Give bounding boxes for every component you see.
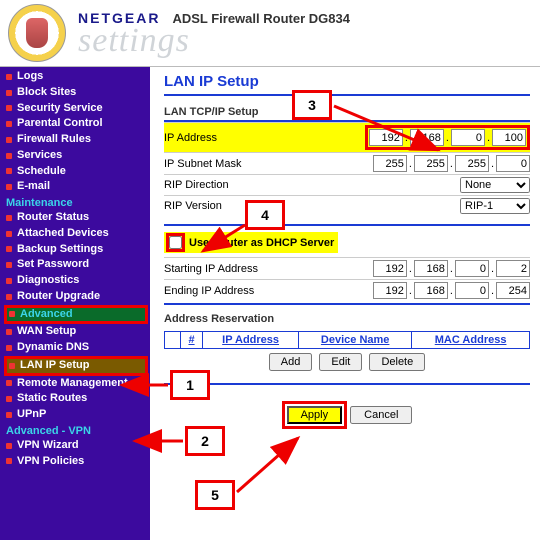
octet-input[interactable] xyxy=(373,260,407,277)
col-num[interactable]: # xyxy=(181,332,203,349)
rip-ver-row: RIP Version RIP-1 xyxy=(164,195,530,216)
sidebar-item[interactable]: WAN Setup xyxy=(4,324,148,340)
rip-dir-row: RIP Direction None xyxy=(164,174,530,195)
col-ip[interactable]: IP Address xyxy=(203,332,299,349)
sidebar-item[interactable]: VPN Policies xyxy=(4,454,148,470)
sidebar-item[interactable]: Schedule xyxy=(4,164,148,180)
sidebar-item[interactable]: Router Status xyxy=(4,210,148,226)
header: NETGEAR ADSL Firewall Router DG834 setti… xyxy=(0,0,540,67)
cancel-button[interactable]: Cancel xyxy=(350,406,412,424)
sidebar-item[interactable]: Security Service xyxy=(4,101,148,117)
dhcp-start-label: Starting IP Address xyxy=(164,263,258,275)
octet-input[interactable] xyxy=(410,129,444,146)
sidebar-item[interactable]: VPN Wizard xyxy=(4,438,148,454)
subnet-input[interactable]: ... xyxy=(373,155,530,172)
dhcp-label: Use Router as DHCP Server xyxy=(189,237,334,249)
apply-cancel-row: Apply Cancel xyxy=(164,401,530,429)
ip-label: IP Address xyxy=(164,132,217,144)
model: ADSL Firewall Router DG834 xyxy=(172,11,349,26)
col-mac[interactable]: MAC Address xyxy=(412,332,530,349)
callout-1: 1 xyxy=(170,370,210,400)
dhcp-start-input[interactable]: ... xyxy=(373,260,530,277)
col-device[interactable]: Device Name xyxy=(299,332,412,349)
sidebar-section: Advanced - VPN xyxy=(4,423,148,438)
sidebar-item[interactable]: LAN IP Setup xyxy=(4,356,148,376)
octet-input[interactable] xyxy=(496,282,530,299)
edit-button[interactable]: Edit xyxy=(319,353,362,371)
ip-address-input[interactable]: ... xyxy=(365,125,530,150)
octet-input[interactable] xyxy=(414,260,448,277)
rip-dir-select[interactable]: None xyxy=(460,177,530,193)
dhcp-end-row: Ending IP Address ... xyxy=(164,279,530,305)
sidebar-item[interactable]: Backup Settings xyxy=(4,242,148,258)
rip-ver-label: RIP Version xyxy=(164,200,222,212)
callout-3: 3 xyxy=(292,90,332,120)
sidebar-item[interactable]: Dynamic DNS xyxy=(4,340,148,356)
sidebar-item[interactable]: Diagnostics xyxy=(4,273,148,289)
reservation-heading: Address Reservation xyxy=(164,313,530,327)
add-button[interactable]: Add xyxy=(269,353,313,371)
page-title: LAN IP Setup xyxy=(164,73,530,96)
sidebar-item[interactable]: UPnP xyxy=(4,407,148,423)
sidebar-item[interactable]: Firewall Rules xyxy=(4,132,148,148)
rip-ver-select[interactable]: RIP-1 xyxy=(460,198,530,214)
dhcp-checkbox[interactable] xyxy=(169,236,182,249)
sidebar-item[interactable]: Parental Control xyxy=(4,116,148,132)
dhcp-end-input[interactable]: ... xyxy=(373,282,530,299)
callout-5: 5 xyxy=(195,480,235,510)
sidebar-item[interactable]: Static Routes xyxy=(4,391,148,407)
apply-button[interactable]: Apply xyxy=(287,406,343,424)
octet-input[interactable] xyxy=(496,155,530,172)
ip-address-row: IP Address ... xyxy=(164,122,530,152)
octet-input[interactable] xyxy=(369,129,403,146)
octet-input[interactable] xyxy=(373,155,407,172)
reservation-table: # IP Address Device Name MAC Address xyxy=(164,331,530,349)
sidebar-item[interactable]: Block Sites xyxy=(4,85,148,101)
subnet-row: IP Subnet Mask ... xyxy=(164,152,530,174)
dhcp-end-label: Ending IP Address xyxy=(164,285,254,297)
sidebar-item[interactable]: Logs xyxy=(4,69,148,85)
dhcp-checkbox-row: Use Router as DHCP Server xyxy=(164,230,530,257)
mask-label: IP Subnet Mask xyxy=(164,158,241,170)
sidebar-section: Maintenance xyxy=(4,195,148,210)
sidebar-section: Advanced xyxy=(4,305,148,325)
reservation-buttons: Add Edit Delete xyxy=(164,349,530,375)
sidebar-item[interactable]: Remote Management xyxy=(4,376,148,392)
sidebar-item[interactable]: E-mail xyxy=(4,179,148,195)
octet-input[interactable] xyxy=(496,260,530,277)
octet-input[interactable] xyxy=(455,155,489,172)
octet-input[interactable] xyxy=(455,260,489,277)
octet-input[interactable] xyxy=(414,282,448,299)
subtitle: settings xyxy=(78,26,350,57)
sidebar-item[interactable]: Router Upgrade xyxy=(4,289,148,305)
octet-input[interactable] xyxy=(373,282,407,299)
octet-input[interactable] xyxy=(414,155,448,172)
callout-4: 4 xyxy=(245,200,285,230)
sidebar: LogsBlock SitesSecurity ServiceParental … xyxy=(0,67,150,540)
octet-input[interactable] xyxy=(451,129,485,146)
callout-2: 2 xyxy=(185,426,225,456)
dhcp-start-row: Starting IP Address ... xyxy=(164,257,530,279)
sidebar-item[interactable]: Attached Devices xyxy=(4,226,148,242)
main-panel: LAN IP Setup LAN TCP/IP Setup IP Address… xyxy=(150,67,540,540)
octet-input[interactable] xyxy=(455,282,489,299)
logo-icon xyxy=(8,4,66,62)
rip-dir-label: RIP Direction xyxy=(164,179,229,191)
sidebar-item[interactable]: Set Password xyxy=(4,257,148,273)
delete-button[interactable]: Delete xyxy=(369,353,425,371)
sidebar-item[interactable]: Services xyxy=(4,148,148,164)
octet-input[interactable] xyxy=(492,129,526,146)
tcpip-heading: LAN TCP/IP Setup xyxy=(164,106,530,122)
